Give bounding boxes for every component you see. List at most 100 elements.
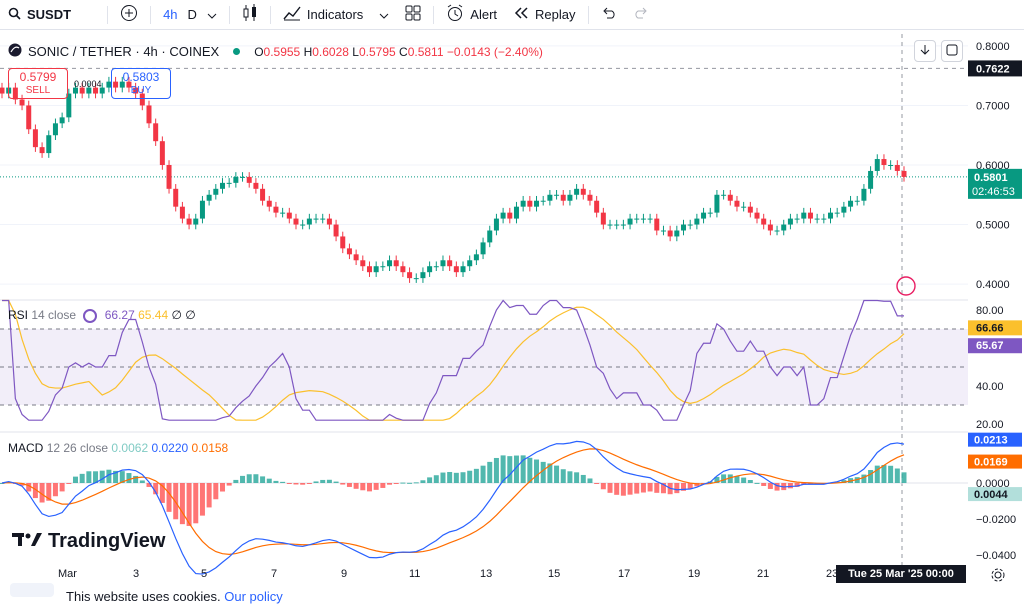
indicators-dropdown[interactable] [371,0,397,30]
macd-histogram-bar [380,483,386,488]
redo-button[interactable] [625,0,657,30]
candle-body [707,212,713,214]
candle-body [340,236,346,249]
macd-histogram-bar [560,469,566,483]
rsi-tick-label: 80.00 [976,305,1004,317]
date-tick-label: 21 [757,568,770,580]
candle-body [560,194,566,201]
macd-histogram-bar [427,477,433,483]
macd-histogram-bar [507,456,513,483]
sell-button[interactable]: 0.5799 SELL [8,68,68,99]
symbol-search[interactable]: SUSDT [0,0,79,30]
candle-body [467,260,473,267]
macd-histogram-bar [266,478,272,483]
macd-histogram-bar [66,483,72,484]
last-price-value: 0.5801 [974,172,1008,184]
macd-histogram-bar [467,470,473,483]
timeframe-4h[interactable]: 4h [155,0,185,30]
tradingview-logo[interactable]: TradingView [12,530,165,553]
chart-type-button[interactable] [234,0,266,30]
candle-body [320,218,326,220]
rsi-legend: RSI 14 close 66.27 65.44 ∅ ∅ [8,308,196,323]
date-tick-label: 9 [341,568,348,580]
alert-button[interactable]: Alert [438,0,505,30]
date-axis[interactable]: Mar 3 5 7 9 11 13 15 17 19 21 23 [0,566,968,582]
cookie-policy-link[interactable]: Our policy [224,589,283,604]
rsi-ma-tag [968,320,1022,336]
candle-body [273,206,279,213]
candle-body [407,272,413,279]
timeframe-d[interactable]: D [186,0,199,30]
candle-body [701,212,707,219]
macd-histogram-bar [881,465,887,483]
candle-body [52,123,58,136]
timeframe-dropdown[interactable] [199,0,225,30]
rsi-ma-value: 65.44 [138,308,169,322]
candle-body [554,194,560,196]
candle-body [754,212,760,219]
macd-histogram-bar [894,468,900,483]
date-tick-label: 19 [688,568,701,580]
macd-hist-value: 0.0062 [111,441,149,455]
candle-body [373,266,379,273]
scroll-down-button[interactable] [914,40,936,62]
macd-histogram-bar [888,465,894,483]
macd-histogram-bar [447,471,453,483]
chart-canvas[interactable] [0,34,968,582]
macd-histogram-bar [554,465,560,483]
macd-histogram-bar [627,483,633,495]
candle-body [814,218,820,220]
plus-circle-icon [120,4,138,25]
candle-body [493,218,499,231]
candle-body [861,188,867,201]
rsi-tick-label: 20.00 [976,419,1004,431]
replay-button[interactable]: Replay [505,0,583,30]
rsi-ma-line [2,299,905,421]
buy-button[interactable]: 0.5803 BUY [111,68,171,99]
candle-body [761,218,767,225]
macd-histogram-bar [246,474,252,483]
candle-body [387,260,393,267]
candle-body [353,254,359,261]
macd-histogram-bar [52,483,58,497]
macd-histogram-bar [540,461,546,483]
spread-value: 0.0004 [74,79,102,89]
candle-body [580,188,586,195]
macd-histogram-bar [393,483,399,484]
macd-histogram-bar [193,483,199,524]
legend-title: SONIC / TETHER · 4h · COINEX [28,44,220,59]
candle-body [667,230,673,237]
candle-body [834,212,840,214]
candle-body [400,266,406,273]
macd-histogram-bar [99,470,105,483]
candle-body [854,200,860,202]
candle-body [794,218,800,220]
macd-histogram-bar [173,483,179,520]
macd-histogram-bar [146,483,152,487]
date-tick-label: 15 [548,568,561,580]
layout-button[interactable] [397,0,429,30]
indicators-button[interactable]: Indicators [275,0,371,30]
flash-icon [896,276,916,296]
candle-body [280,212,286,214]
last-price-tag [968,168,1022,199]
macd-signal-value: 0.0158 [191,441,229,455]
undo-button[interactable] [593,0,625,30]
price-tick-label: 0.5000 [976,220,1010,232]
candle-body [159,141,165,165]
settings-button[interactable] [990,567,1006,588]
coin-logo-icon [8,43,22,60]
candle-body [326,218,332,225]
rsi-label: RSI [8,308,29,322]
macd-histogram-bar [761,483,767,486]
price-axis[interactable]: 0.80000.70000.60000.50000.40000.76220.58… [968,34,1024,582]
macd-histogram-bar [186,483,192,526]
fullscreen-button[interactable] [941,40,963,62]
macd-histogram-bar [614,483,620,495]
candle-body [520,200,526,207]
macd-histogram-bar [440,472,446,483]
compare-button[interactable] [112,0,146,30]
macd-histogram-bar [660,483,666,494]
candle-body [714,194,720,213]
date-tick-label: 3 [133,568,140,580]
